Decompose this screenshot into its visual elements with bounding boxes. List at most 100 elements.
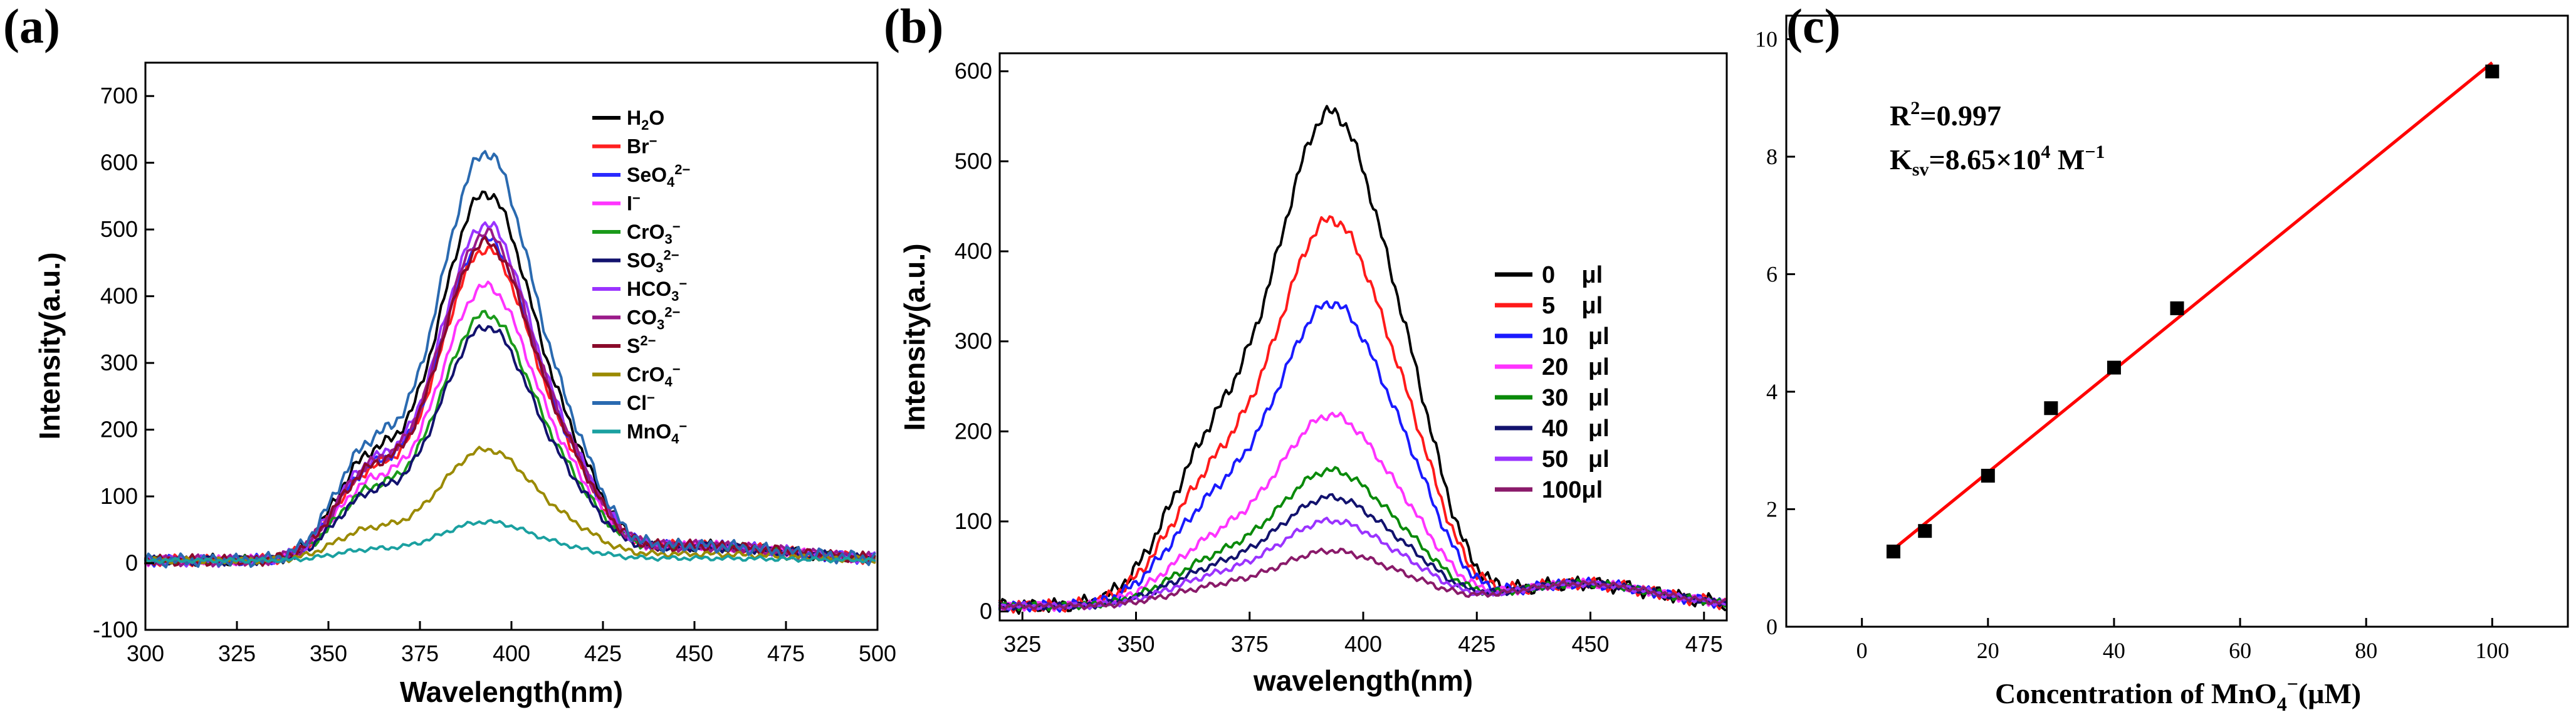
panel-c-data-point xyxy=(2485,65,2500,79)
c-xlabel-sub: 4 xyxy=(2277,693,2287,715)
c-xlabel-sup: − xyxy=(2287,672,2298,695)
panel-b-plot-frame xyxy=(998,52,1728,622)
panel-b-axes: 325 350 375 400 425 450 475 0 100 200 300 400 500 600 xyxy=(955,58,1723,657)
panel-b-x-tick-label: 425 xyxy=(1458,631,1495,657)
panel-a-series-line xyxy=(144,324,876,567)
r2-end: =0.997 xyxy=(1920,100,2001,132)
panel-c-data-point xyxy=(1918,524,1932,538)
panel-b-series-line xyxy=(998,300,1727,613)
panel-b-y-tick-label: 200 xyxy=(955,418,992,444)
panel-a: (a) 300 325 350 375 400 425 450 475 500 -100 0 100 2… xyxy=(3,0,896,708)
panel-c-ksv-annotation: Ksv=8.65×104 M−1 xyxy=(1890,142,2105,180)
panel-b-legend-label: 30 μl xyxy=(1542,385,1610,411)
ksv-mid: =8.65×10 xyxy=(1929,144,2041,175)
panel-a-y-tick-label: 200 xyxy=(100,417,138,442)
panel-b-y-tick-label: 300 xyxy=(955,328,992,354)
panel-c-x-tick-label: 0 xyxy=(1856,638,1868,663)
panel-a-y-tick-label: 300 xyxy=(100,350,138,375)
panel-a-axes: 300 325 350 375 400 425 450 475 500 -100 0 100 200 30… xyxy=(93,83,896,666)
panel-c-points-group xyxy=(1886,65,2500,558)
panel-a-legend-label: Cl− xyxy=(627,390,655,414)
panel-c-y-tick-label: 6 xyxy=(1766,262,1778,287)
panel-a-legend-label: SeO42− xyxy=(627,162,690,190)
panel-c-y-tick-label: 2 xyxy=(1766,497,1778,522)
panel-a-x-tick-label: 450 xyxy=(676,641,713,666)
panel-a-series-line xyxy=(144,234,876,568)
panel-c-data-point xyxy=(1886,545,1900,558)
panel-b-x-tick-label: 375 xyxy=(1231,631,1269,657)
panel-c-fit-group xyxy=(1892,61,2493,551)
panel-b-y-axis-title: Intensity(a.u.) xyxy=(898,243,931,431)
panel-b-legend-label: 5 μl xyxy=(1542,293,1603,319)
panel-b-legend-label: 40 μl xyxy=(1542,416,1610,442)
c-xlabel-main: Concentration of MnO xyxy=(1995,677,2277,709)
panel-a-y-tick-label: 600 xyxy=(100,150,138,175)
panel-a-series-line xyxy=(144,280,876,567)
panel-b-y-tick-label: 100 xyxy=(955,508,992,534)
panel-a-x-tick-label: 400 xyxy=(493,641,530,666)
panel-c-plot-frame xyxy=(1785,14,2569,628)
panel-c-x-tick-label: 80 xyxy=(2355,638,2377,663)
panel-b-x-tick-label: 350 xyxy=(1117,631,1154,657)
panel-a-legend-label: HCO3− xyxy=(627,276,687,304)
panel-a-y-tick-label: 400 xyxy=(100,283,138,309)
panel-b-series-group xyxy=(998,105,1727,615)
ksv-sub: sv xyxy=(1912,159,1929,180)
panel-b-legend-label: 10 μl xyxy=(1542,323,1610,350)
panel-c-x-tick-label: 60 xyxy=(2229,638,2251,663)
panel-b-y-tick-label: 400 xyxy=(955,238,992,264)
panel-a-y-axis-title: Intensity(a.u.) xyxy=(33,252,66,439)
panel-a-x-tick-label: 425 xyxy=(584,641,622,666)
panel-b-x-tick-label: 475 xyxy=(1685,631,1723,657)
panel-a-series-line xyxy=(144,236,876,567)
panel-c-x-tick-label: 40 xyxy=(2103,638,2125,663)
panel-a-y-tick-label: 700 xyxy=(100,83,138,108)
panel-a-series-line xyxy=(144,518,876,565)
panel-c-y-tick-label: 8 xyxy=(1766,144,1778,169)
panel-a-x-axis-title: Wavelength(nm) xyxy=(400,676,623,708)
panel-a-y-tick-label: 500 xyxy=(100,216,138,242)
panel-c-r2-annotation: R2=0.997 xyxy=(1890,98,2001,132)
panel-a-series-group xyxy=(144,150,876,568)
ksv-main: K xyxy=(1890,144,1912,175)
panel-b-series-line xyxy=(998,547,1727,610)
panel-a-x-tick-label: 350 xyxy=(310,641,347,666)
panel-a-legend-label: MnO4− xyxy=(627,419,687,447)
panel-a-legend-label: I− xyxy=(627,191,641,215)
r2-sup: 2 xyxy=(1910,98,1920,118)
panel-a-series-line xyxy=(144,150,876,568)
panel-b-y-tick-label: 600 xyxy=(955,58,992,84)
panel-c-data-point xyxy=(2044,401,2058,416)
panel-b-legend-label: 20 μl xyxy=(1542,354,1610,380)
panel-c-y-tick-label: 10 xyxy=(1755,27,1778,52)
panel-c-x-tick-label: 20 xyxy=(1977,638,1999,663)
panel-c-x-axis-title: Concentration of MnO4−(μM) xyxy=(1995,672,2361,715)
panel-b-series-line xyxy=(998,411,1727,612)
panel-b-label: (b) xyxy=(884,0,943,53)
panel-a-x-tick-label: 300 xyxy=(127,641,164,666)
panel-b-x-tick-label: 325 xyxy=(1003,631,1041,657)
panel-b-x-tick-label: 450 xyxy=(1571,631,1609,657)
c-xlabel-end: (μM) xyxy=(2298,677,2361,709)
panel-b-legend: 0 μl 5 μl 10 μl 20 μl 30 μl 40 μl 50 μl 100μl xyxy=(1495,262,1610,503)
panel-a-x-tick-label: 375 xyxy=(401,641,439,666)
panel-b-series-line xyxy=(998,516,1727,610)
panel-a-y-tick-label: -100 xyxy=(93,617,138,642)
panel-c-data-point xyxy=(1981,469,1995,483)
panel-b-legend-label: 50 μl xyxy=(1542,446,1610,473)
panel-a-legend-label: CrO3− xyxy=(627,219,681,247)
panel-a-series-line xyxy=(144,245,876,567)
panel-a-legend-label: Br− xyxy=(627,133,657,158)
panel-c-y-tick-label: 4 xyxy=(1766,379,1778,404)
panel-c-data-point xyxy=(2170,301,2184,315)
panel-a-x-tick-label: 500 xyxy=(859,641,896,666)
ksv-sup2: −1 xyxy=(2085,142,2105,162)
panel-b-y-tick-label: 0 xyxy=(980,599,992,624)
panel-c-fit-line xyxy=(1892,61,2493,551)
panel-c-x-tick-label: 100 xyxy=(2475,638,2509,663)
panel-b-legend-label: 100μl xyxy=(1542,477,1603,503)
panel-a-y-tick-label: 0 xyxy=(125,550,138,576)
